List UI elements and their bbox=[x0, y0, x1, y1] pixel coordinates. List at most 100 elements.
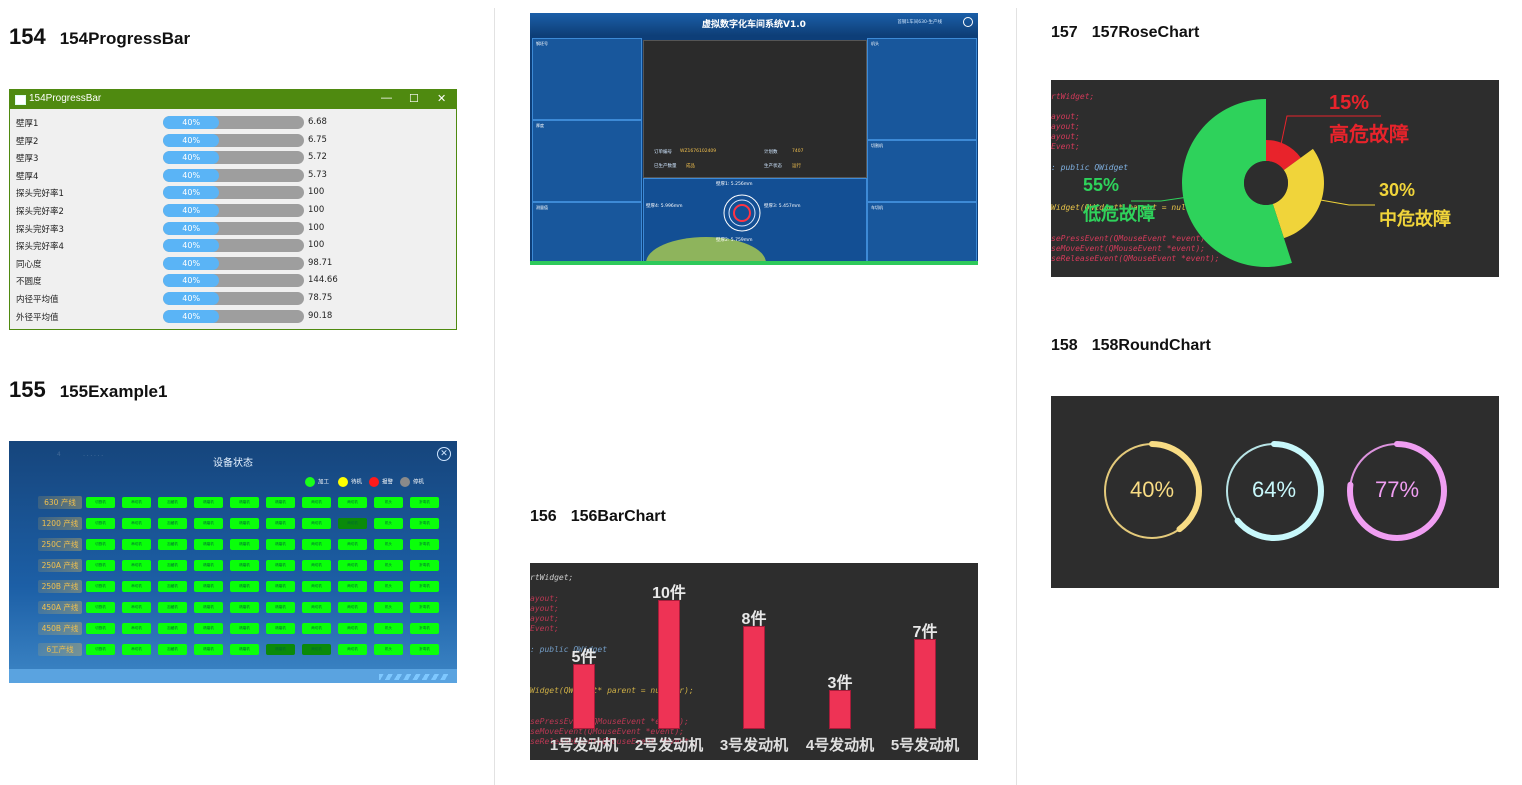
machine-cell[interactable]: 精磨机 bbox=[230, 518, 259, 529]
machine-cell[interactable]: 精磨机 bbox=[230, 581, 259, 592]
machine-cell[interactable]: 精磨机 bbox=[266, 560, 295, 571]
machine-cell[interactable]: 串切机 bbox=[122, 539, 151, 550]
machine-cell[interactable]: 两切机 bbox=[338, 497, 367, 508]
machine-cell[interactable]: 机头 bbox=[374, 623, 403, 634]
machine-cell[interactable]: 加藏机 bbox=[158, 581, 187, 592]
machine-cell[interactable]: 机头 bbox=[374, 497, 403, 508]
progress-fill: 40% bbox=[163, 309, 220, 323]
machine-cell[interactable]: 两切机 bbox=[302, 497, 331, 508]
machine-cell[interactable]: 切割机 bbox=[86, 623, 115, 634]
machine-cell[interactable]: 加藏机 bbox=[158, 644, 187, 655]
machine-cell[interactable]: 两切机 bbox=[302, 581, 331, 592]
machine-cell[interactable]: 精磨机 bbox=[194, 560, 223, 571]
machine-cell[interactable]: 切割机 bbox=[86, 518, 115, 529]
machine-cell[interactable]: 精磨机 bbox=[194, 581, 223, 592]
machine-cell[interactable]: 两切机 bbox=[338, 518, 367, 529]
section-number: 156 bbox=[530, 508, 557, 525]
machine-cell[interactable]: 精磨机 bbox=[266, 623, 295, 634]
machine-cell[interactable]: 折弯机 bbox=[410, 644, 439, 655]
close-icon[interactable]: ✕ bbox=[437, 447, 451, 461]
machine-cell[interactable]: 精磨机 bbox=[230, 560, 259, 571]
machine-cell[interactable]: 加藏机 bbox=[158, 602, 187, 613]
machine-cell[interactable]: 加藏机 bbox=[158, 623, 187, 634]
machine-cell[interactable]: 加藏机 bbox=[158, 518, 187, 529]
machine-cell[interactable]: 精磨机 bbox=[230, 644, 259, 655]
machine-cell[interactable]: 机头 bbox=[374, 644, 403, 655]
status-dot-icon bbox=[305, 477, 315, 487]
machine-cell[interactable]: 折弯机 bbox=[410, 539, 439, 550]
machine-cell[interactable]: 串切机 bbox=[122, 581, 151, 592]
machine-cell[interactable]: 两切机 bbox=[338, 644, 367, 655]
machine-cell[interactable]: 折弯机 bbox=[410, 518, 439, 529]
machine-cell[interactable]: 两切机 bbox=[338, 539, 367, 550]
background-code-line: Widget(QWidget* parent = nullptr); bbox=[1051, 203, 1215, 212]
machine-cell[interactable]: 机头 bbox=[374, 518, 403, 529]
machine-cell[interactable]: 串切机 bbox=[122, 518, 151, 529]
machine-cell[interactable]: 机头 bbox=[374, 560, 403, 571]
machine-cell[interactable]: 切割机 bbox=[86, 539, 115, 550]
machine-cell[interactable]: 机头 bbox=[374, 602, 403, 613]
machine-cell[interactable]: 两切机 bbox=[302, 539, 331, 550]
machine-cell[interactable]: 切割机 bbox=[86, 602, 115, 613]
machine-cell[interactable]: 加藏机 bbox=[158, 560, 187, 571]
machine-cell[interactable]: 精磨机 bbox=[194, 539, 223, 550]
machine-cell[interactable]: 两切机 bbox=[338, 560, 367, 571]
machine-cell[interactable]: 两切机 bbox=[302, 644, 331, 655]
machine-cell[interactable]: 两切机 bbox=[338, 602, 367, 613]
minimize-button[interactable]: — bbox=[381, 92, 392, 104]
machine-cell[interactable]: 切割机 bbox=[86, 497, 115, 508]
machine-cell[interactable]: 精磨机 bbox=[194, 644, 223, 655]
machine-cell[interactable]: 串切机 bbox=[122, 497, 151, 508]
machine-cell[interactable]: 精磨机 bbox=[194, 623, 223, 634]
machine-cell[interactable]: 折弯机 bbox=[410, 581, 439, 592]
maximize-button[interactable]: ☐ bbox=[409, 93, 419, 105]
machine-cell[interactable]: 折弯机 bbox=[410, 560, 439, 571]
machine-cell[interactable]: 两切机 bbox=[302, 602, 331, 613]
machine-cell[interactable]: 加藏机 bbox=[158, 539, 187, 550]
machine-cell[interactable]: 精磨机 bbox=[266, 497, 295, 508]
progress-bar: 40% bbox=[163, 256, 304, 270]
machine-cell[interactable]: 两切机 bbox=[302, 623, 331, 634]
machine-cell[interactable]: 机头 bbox=[374, 539, 403, 550]
machine-cell[interactable]: 串切机 bbox=[122, 644, 151, 655]
machine-cell[interactable]: 折弯机 bbox=[410, 602, 439, 613]
machine-cell[interactable]: 串切机 bbox=[122, 623, 151, 634]
machine-cell[interactable]: 折弯机 bbox=[410, 497, 439, 508]
rose-slice bbox=[1182, 99, 1292, 267]
machine-cell[interactable]: 切割机 bbox=[86, 644, 115, 655]
machine-cell[interactable]: 精磨机 bbox=[194, 518, 223, 529]
machine-cell[interactable]: 两切机 bbox=[302, 560, 331, 571]
machine-cell[interactable]: 折弯机 bbox=[410, 623, 439, 634]
progress-fill: 40% bbox=[163, 186, 220, 200]
machine-cell[interactable]: 两切机 bbox=[338, 581, 367, 592]
panel-title: 机头 bbox=[871, 41, 879, 46]
machine-cell[interactable]: 加藏机 bbox=[158, 497, 187, 508]
machine-cell[interactable]: 精磨机 bbox=[230, 539, 259, 550]
legend-label: 停机 bbox=[413, 479, 425, 486]
section-number: 157 bbox=[1051, 24, 1078, 41]
production-line-label: 450A 产线 bbox=[38, 601, 82, 614]
machine-cell[interactable]: 精磨机 bbox=[230, 602, 259, 613]
machine-cell[interactable]: 切割机 bbox=[86, 560, 115, 571]
machine-cell[interactable]: 精磨机 bbox=[230, 623, 259, 634]
machine-cell[interactable]: 精磨机 bbox=[266, 539, 295, 550]
progress-bar: 40% bbox=[163, 186, 304, 200]
machine-cell[interactable]: 串切机 bbox=[122, 560, 151, 571]
machine-cell[interactable]: 精磨机 bbox=[194, 602, 223, 613]
machine-cell[interactable]: 精磨机 bbox=[194, 497, 223, 508]
progress-bar: 40% bbox=[163, 151, 304, 165]
machine-cell[interactable]: 机头 bbox=[374, 581, 403, 592]
machine-cell[interactable]: 两切机 bbox=[302, 518, 331, 529]
machine-cell[interactable]: 精磨机 bbox=[230, 497, 259, 508]
machine-cell[interactable]: 精磨机 bbox=[266, 581, 295, 592]
machine-cell[interactable]: 精磨机 bbox=[266, 602, 295, 613]
machine-cell[interactable]: 串切机 bbox=[122, 602, 151, 613]
machine-cell[interactable]: 精磨机 bbox=[266, 518, 295, 529]
close-button[interactable]: ✕ bbox=[437, 93, 447, 105]
machine-cell[interactable]: 两切机 bbox=[338, 623, 367, 634]
machine-cell[interactable]: 切割机 bbox=[86, 581, 115, 592]
progress-row: 壁厚3 40% 5.72 bbox=[16, 149, 446, 167]
close-icon[interactable] bbox=[963, 17, 973, 27]
machine-cell[interactable]: 精磨机 bbox=[266, 644, 295, 655]
rose-slice bbox=[1272, 148, 1324, 239]
